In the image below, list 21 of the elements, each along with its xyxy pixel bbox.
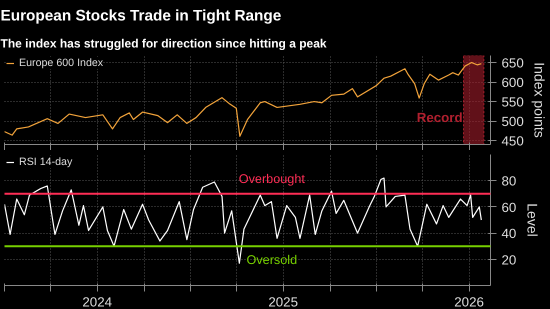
x-tick-label: 2026	[454, 294, 484, 309]
y-tick-label: 20	[502, 252, 516, 268]
chart-subtitle: The index has struggled for direction since hitting a peak	[0, 36, 327, 50]
y-axis-title: Level	[524, 203, 540, 237]
band-label: Record	[416, 110, 463, 125]
y-tick-label: 450	[502, 134, 524, 149]
legend-label: RSI 14-day	[19, 156, 72, 168]
y-tick-label: 40	[502, 226, 516, 242]
ref-line-label: Oversold	[246, 253, 298, 268]
chart-title: European Stocks Trade in Tight Range	[0, 8, 282, 24]
y-tick-label: 60	[502, 200, 516, 215]
ref-line-label: Overbought	[238, 172, 306, 186]
x-tick-label: 2025	[268, 294, 298, 309]
y-tick-label: 80	[502, 174, 516, 189]
y-axis-title: Index points	[532, 62, 548, 138]
y-tick-label: 500	[502, 114, 524, 130]
legend-label: Europe 600 Index	[19, 57, 104, 69]
y-tick-label: 600	[502, 75, 524, 90]
y-tick-label: 650	[502, 56, 524, 71]
x-tick-label: 2024	[82, 294, 113, 309]
y-tick-label: 550	[502, 94, 524, 110]
